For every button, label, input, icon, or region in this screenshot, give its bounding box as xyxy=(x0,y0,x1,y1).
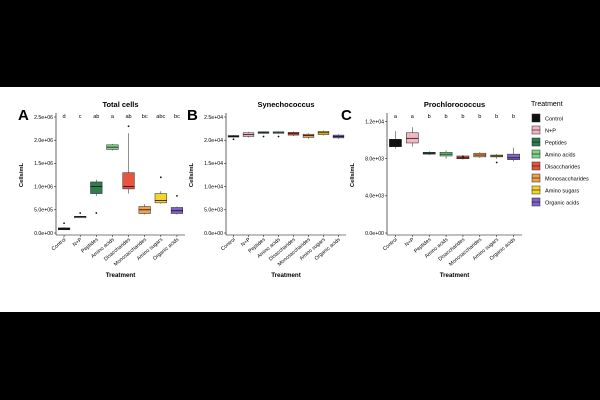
box-organic-acids xyxy=(507,153,520,160)
significance-letter: b xyxy=(428,114,431,120)
legend-title: Treatment xyxy=(531,101,563,108)
significance-letter: a xyxy=(111,114,115,120)
legend-item-label: Amino acids xyxy=(545,152,576,158)
y-tick-label: 2.0e+06 xyxy=(34,138,53,144)
x-tick-label: N+P xyxy=(240,237,252,249)
chart-panel-c: C Prochlorococcus 0.0e+00 4.0e+03 8.0e+03 1.2… xyxy=(341,100,522,279)
y-tick-label: 5.0e+05 xyxy=(34,208,53,214)
box-control xyxy=(58,227,71,231)
chart-title: Prochlorococcus xyxy=(424,100,485,109)
outlier-point xyxy=(79,212,82,214)
box-n-p xyxy=(405,132,419,144)
chart-panel-b: B Synechococcus 0.0e+00 5.0e+03 1.0e+04 1.5e+… xyxy=(187,100,346,279)
significance-letter: a xyxy=(394,114,398,120)
legend: Treatment Control N+P Peptides Amino acids Di… xyxy=(531,101,589,206)
x-axis-label: Treatment xyxy=(271,272,301,279)
y-tick-label: 1.0e+04 xyxy=(204,184,223,190)
outlier-point xyxy=(277,135,280,138)
significance-letter: d xyxy=(63,114,66,120)
outlier-point xyxy=(232,138,235,141)
panel-letter: B xyxy=(187,107,198,124)
y-axis-label: Cells/mL xyxy=(189,162,195,187)
legend-item-label: Disaccharides xyxy=(545,164,580,170)
significance-letter: abc xyxy=(156,114,165,120)
panel-letter: A xyxy=(18,107,29,124)
y-tick-label: 1.5e+06 xyxy=(34,161,53,167)
y-tick-label: 1.5e+04 xyxy=(204,161,223,167)
y-tick-label: 8.0e+03 xyxy=(365,157,384,163)
y-tick-label: 1.2e+04 xyxy=(365,119,384,125)
x-axis-label: Treatment xyxy=(106,272,136,279)
y-tick-label: 0.0e+00 xyxy=(204,231,223,237)
significance-letter: b xyxy=(495,114,498,120)
outlier-point xyxy=(495,161,498,164)
legend-item-label: Control xyxy=(545,116,563,122)
outlier-point xyxy=(176,194,178,197)
significance-letter: a xyxy=(411,114,415,120)
outlier-point xyxy=(159,176,162,179)
significance-letter: b xyxy=(512,114,515,120)
significance-letter: b xyxy=(461,114,464,120)
outlier-point xyxy=(95,212,98,214)
chart-panel-a: A Total cells 0.0e+00 5.0e+05 1.0e+06 1.5e+06… xyxy=(18,100,185,279)
legend-item-label: N+P xyxy=(545,128,556,134)
outlier-point xyxy=(462,156,464,158)
significance-letter: ab xyxy=(125,114,131,120)
box-amino-sugars xyxy=(154,193,167,204)
chart-title: Total cells xyxy=(102,100,138,109)
y-axis-label: Cells/mL xyxy=(19,162,25,187)
x-axis-label: Treatment xyxy=(440,272,470,279)
y-tick-label: 2.5e+06 xyxy=(34,115,53,121)
legend-item-label: Amino sugars xyxy=(545,188,579,194)
significance-letter: b xyxy=(445,114,448,120)
outlier-point xyxy=(262,135,265,138)
legend-item-label: Peptides xyxy=(545,140,567,146)
y-tick-label: 0.0e+00 xyxy=(365,231,384,237)
box-peptides xyxy=(90,181,103,194)
legend-item-label: Monosaccharides xyxy=(545,176,589,182)
y-tick-label: 0.0e+00 xyxy=(34,231,53,237)
significance-letter: bc xyxy=(174,114,180,120)
y-tick-label: 1.0e+06 xyxy=(34,184,53,190)
y-tick-label: 5.0e+03 xyxy=(204,208,223,214)
x-tick-label: Control xyxy=(51,237,68,252)
figure-panel: A Total cells 0.0e+00 5.0e+05 1.0e+06 1.5e+06… xyxy=(0,87,600,312)
x-tick-label: Control xyxy=(382,237,399,252)
figure-svg: A Total cells 0.0e+00 5.0e+05 1.0e+06 1.5e+06… xyxy=(18,100,589,279)
y-tick-label: 2.5e+04 xyxy=(204,115,223,121)
outlier-point xyxy=(127,125,130,128)
chart-title: Synechococcus xyxy=(257,100,314,109)
significance-letter: b xyxy=(478,114,481,120)
x-tick-label: N+P xyxy=(404,237,416,249)
significance-letter: ab xyxy=(93,114,99,120)
y-tick-label: 4.0e+03 xyxy=(365,194,384,200)
box-disaccharides xyxy=(122,172,135,190)
significance-letter: bc xyxy=(142,114,148,120)
legend-item-label: Organic acids xyxy=(545,200,579,206)
outlier-point xyxy=(63,222,65,225)
y-axis-label: Cells/mL xyxy=(350,162,356,187)
box-control xyxy=(389,139,402,147)
panel-letter: C xyxy=(341,107,352,124)
x-tick-label: N+P xyxy=(72,237,84,249)
y-tick-label: 2.0e+04 xyxy=(204,138,223,144)
significance-letter: c xyxy=(79,114,82,120)
x-tick-label: Control xyxy=(220,237,237,252)
